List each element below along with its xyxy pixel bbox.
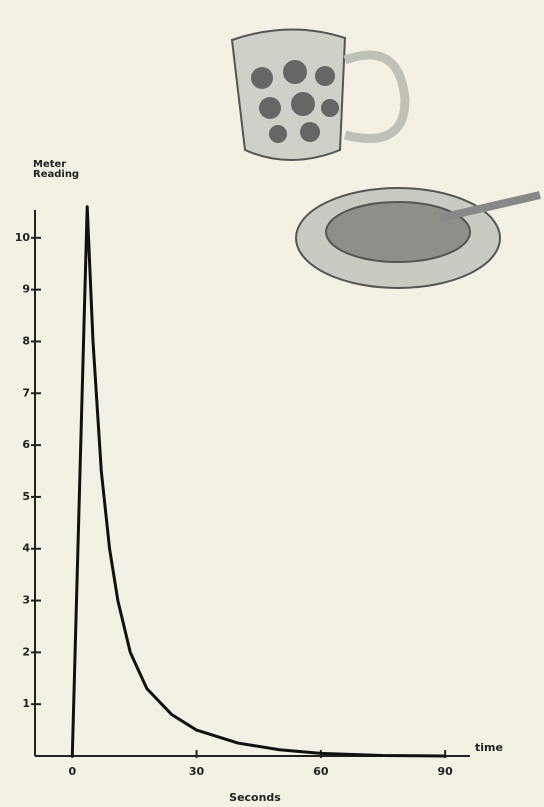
x-tick-label: 0 (68, 765, 76, 778)
y-tick-label: 6 (22, 438, 30, 451)
y-tick-label: 4 (22, 542, 30, 555)
x-unit-label: Seconds (229, 791, 281, 804)
x-tick-label: 60 (313, 765, 329, 778)
x-axis-label: time (475, 741, 503, 754)
y-axis-label: Meter Reading (33, 159, 80, 180)
y-tick-label: 2 (22, 645, 30, 658)
y-tick-label: 9 (22, 283, 30, 296)
y-tick-label: 7 (22, 386, 30, 399)
y-tick-label: 8 (22, 334, 30, 347)
x-tick-label: 90 (437, 765, 453, 778)
y-tick-label: 5 (22, 490, 30, 503)
y-tick-label: 3 (22, 594, 30, 607)
y-tick-label: 1 (22, 697, 30, 710)
y-tick-label: 10 (15, 231, 31, 244)
line (70, 205, 446, 758)
x-tick-label: 30 (189, 765, 205, 778)
illustration (230, 28, 541, 289)
